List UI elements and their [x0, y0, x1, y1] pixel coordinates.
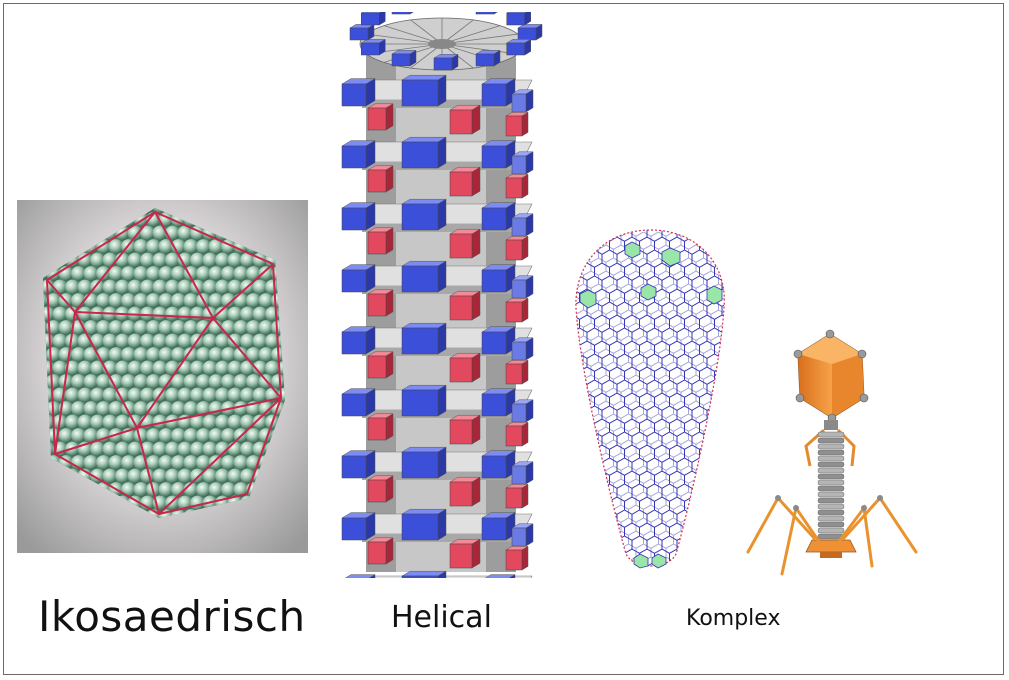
helical-capsid-image [341, 12, 543, 578]
label-icosahedral: Ikosaedrisch [38, 592, 306, 641]
bacteriophage-image [746, 329, 918, 576]
figure-frame [3, 3, 1004, 675]
label-helical: Helical [391, 600, 492, 635]
label-complex: Komplex [686, 606, 781, 631]
icosahedral-capsid-image [17, 200, 308, 553]
conical-capsid-image [575, 229, 725, 569]
